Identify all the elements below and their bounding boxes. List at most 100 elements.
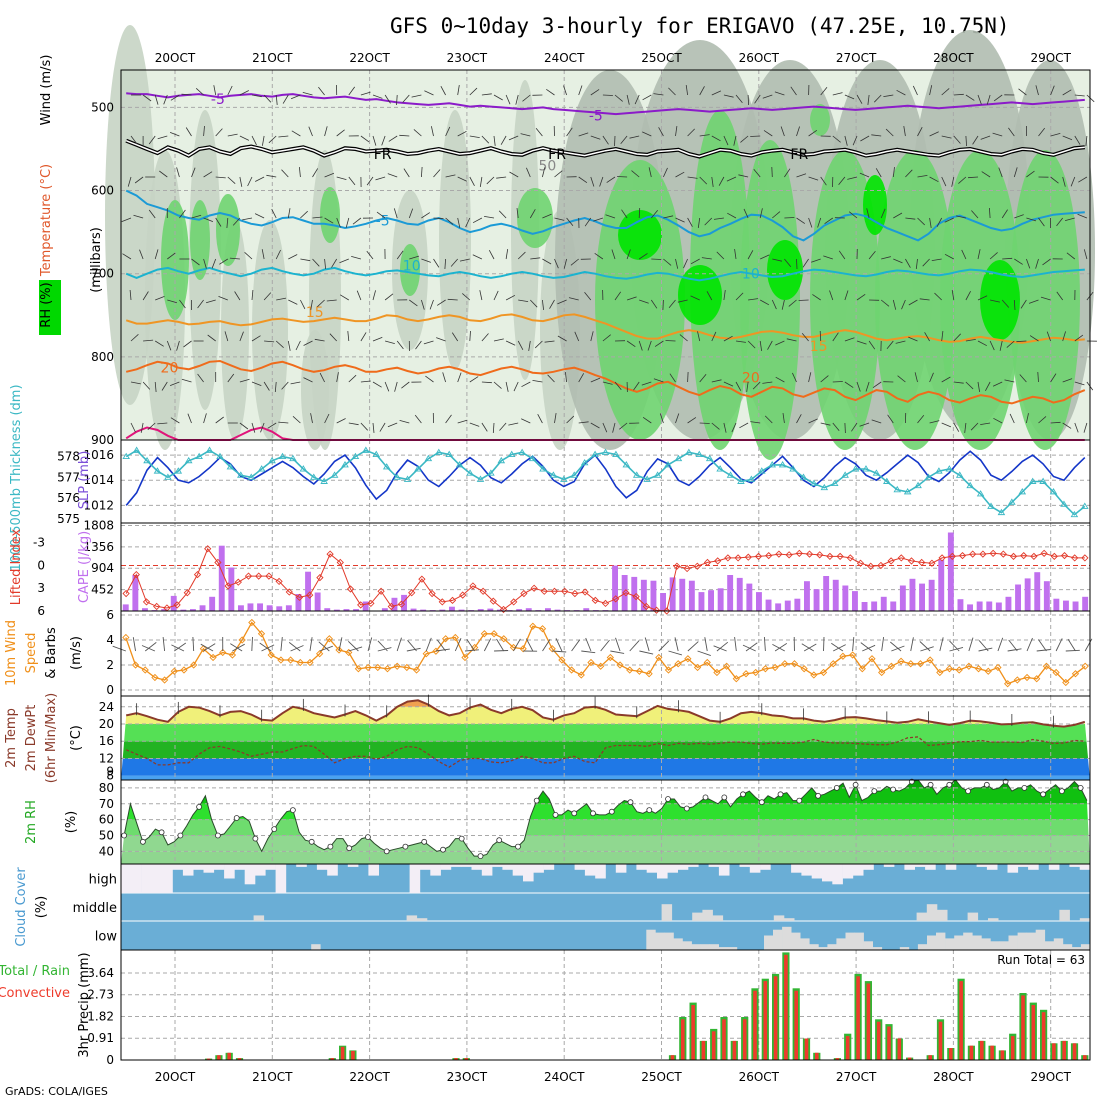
lifted-index-point — [510, 598, 518, 606]
precip-convective-bar — [907, 1057, 912, 1060]
upper-wind-barb — [808, 129, 818, 137]
upper-wind-barb — [699, 86, 705, 96]
upper-wind-barb — [1056, 291, 1064, 301]
upper-wind-barb — [606, 176, 616, 183]
cloud-high-clear — [863, 864, 874, 870]
rh-point — [608, 808, 615, 815]
contour-label: 50 — [538, 159, 556, 175]
lifted-index-point — [377, 587, 385, 595]
cloud-level-label: low — [95, 930, 118, 945]
thickness-point — [695, 450, 704, 457]
upper-wind-barb — [303, 340, 313, 346]
upper-wind-barb — [578, 132, 589, 137]
wind-speed-point — [878, 668, 886, 677]
bottom-day-label: 22OCT — [349, 1070, 390, 1084]
upper-wind-barb — [872, 381, 882, 389]
upper-wind-barb — [782, 413, 785, 424]
upper-wind-barb — [268, 135, 277, 144]
thickness-point — [653, 471, 662, 478]
upper-wind-barb — [251, 335, 261, 342]
upper-wind-barb — [1050, 133, 1061, 137]
upper-wind-barb — [232, 217, 241, 226]
upper-wind-barb — [747, 340, 756, 349]
lifted-index-point — [224, 582, 232, 590]
upper-wind-barb — [574, 331, 580, 342]
cloud-high-clear — [822, 864, 833, 882]
surface-wind-barb — [174, 642, 187, 652]
cloud-high-clear — [986, 864, 998, 870]
wind-speed-point — [1052, 668, 1060, 677]
upper-wind-barb — [697, 331, 701, 342]
upper-wind-barb — [838, 250, 846, 260]
upper-wind-barb — [493, 135, 496, 146]
upper-wind-barb — [411, 94, 422, 98]
surface-wind-barb — [890, 641, 902, 652]
top-day-label: 23OCT — [447, 51, 488, 65]
upper-wind-barb — [602, 135, 609, 145]
upper-wind-barb — [1040, 296, 1051, 301]
lifted-index-point — [601, 599, 610, 608]
rh-point — [1059, 788, 1065, 794]
isotherm-10 — [125, 266, 1085, 282]
bottom-day-label: 23OCT — [447, 1070, 488, 1084]
precip-convective-bar — [227, 1052, 231, 1060]
thickness-tick-label: 577 — [57, 470, 80, 484]
cloud-high-clear — [419, 864, 431, 870]
upper-wind-barb — [505, 249, 509, 260]
cape-bar — [132, 575, 139, 611]
lifted-index-point — [612, 595, 620, 603]
upper-wind-barb — [951, 290, 955, 301]
upper-wind-barb — [922, 258, 930, 267]
upper-wind-barb — [281, 381, 289, 390]
upper-wind-axis-label: Wind (m/s) — [39, 55, 54, 126]
upper-wind-barb — [447, 298, 458, 301]
lifted-index-point — [397, 600, 406, 608]
cape-bar — [305, 571, 311, 611]
upper-wind-barb — [384, 293, 394, 301]
upper-wind-barb — [677, 299, 688, 303]
upper-wind-barb — [1050, 373, 1057, 383]
upper-wind-barb — [859, 172, 870, 178]
contour-label: 15 — [306, 305, 324, 321]
upper-wind-barb — [312, 168, 319, 178]
upper-wind-barb — [167, 299, 178, 304]
upper-wind-barb — [631, 170, 640, 178]
wind-speed-point — [1033, 675, 1041, 683]
cape-bar — [736, 577, 743, 611]
upper-wind-barb — [147, 422, 156, 430]
cloud-high-clear — [574, 864, 586, 870]
upper-wind-barb — [1085, 135, 1088, 146]
upper-wind-barb — [310, 413, 313, 424]
upper-wind-barb — [203, 258, 207, 269]
upper-wind-barb — [479, 290, 483, 301]
upper-wind-barb — [203, 413, 207, 424]
thickness-point — [1018, 488, 1027, 495]
lifted-index-point — [683, 564, 691, 573]
bottom-day-label: 27OCT — [836, 1070, 877, 1084]
upper-wind-barb — [753, 169, 761, 178]
upper-wind-barb — [711, 135, 721, 142]
rh-tick-label: 80 — [99, 781, 114, 795]
rh-point — [946, 781, 953, 788]
upper-wind-barb — [254, 213, 265, 219]
cloud-high-clear — [224, 864, 235, 879]
series-line-thickness — [125, 449, 1086, 516]
cloud-high-clear — [151, 864, 163, 893]
upper-wind-barb — [143, 339, 154, 342]
rh-point — [646, 807, 653, 813]
upper-wind-barb — [218, 296, 228, 301]
lifted-index-point — [632, 592, 640, 601]
wind-speed-point — [839, 652, 847, 660]
cape-bar — [880, 596, 887, 611]
wind-speed-point — [955, 666, 963, 674]
wind-speed-point — [994, 663, 1002, 672]
upper-wind-barb — [638, 340, 643, 351]
wind-speed-point — [693, 663, 702, 672]
upper-wind-barb — [565, 372, 567, 383]
upper-wind-barb — [611, 249, 616, 260]
upper-wind-barb — [469, 87, 478, 96]
wind-speed-point — [296, 658, 304, 667]
upper-wind-barb — [642, 131, 652, 137]
upper-wind-barb — [687, 417, 697, 424]
thickness-point — [351, 452, 360, 460]
